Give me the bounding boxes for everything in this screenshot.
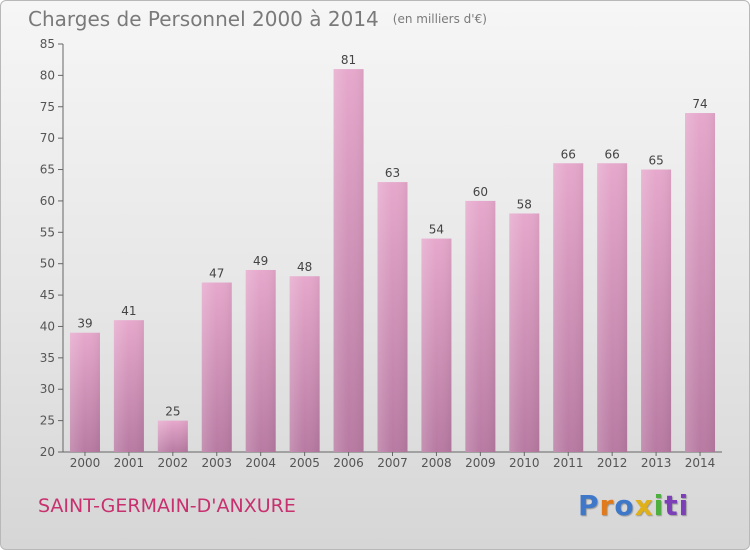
x-tick-label: 2014 [685, 456, 716, 470]
chart-title: Charges de Personnel 2000 à 2014 (en mill… [28, 7, 487, 31]
data-label: 39 [77, 317, 92, 331]
bar-shine [333, 69, 364, 452]
data-label: 60 [473, 185, 488, 199]
data-label: 41 [121, 304, 136, 318]
chart-bars [69, 69, 716, 453]
logo-letter: r [599, 489, 615, 522]
x-tick-label: 2009 [465, 456, 496, 470]
y-tick-label: 30 [40, 382, 55, 396]
logo-letter: i [653, 489, 665, 522]
y-tick-label: 70 [40, 131, 55, 145]
bar-shine [421, 238, 452, 452]
data-label: 48 [297, 260, 312, 274]
y-tick-label: 50 [40, 257, 55, 271]
y-tick-label: 25 [40, 414, 55, 428]
proxiti-logo: Proxiti [578, 489, 689, 522]
y-tick-label: 60 [40, 194, 55, 208]
x-tick-label: 2008 [421, 456, 452, 470]
x-tick-label: 2007 [377, 456, 408, 470]
bar-shine [685, 113, 716, 453]
y-tick-label: 85 [40, 37, 55, 51]
data-label: 58 [517, 197, 532, 211]
x-tick-label: 2005 [289, 456, 320, 470]
data-label: 74 [692, 97, 707, 111]
data-label: 47 [209, 267, 224, 281]
data-label: 65 [648, 154, 663, 168]
logo-letter: ti [664, 489, 690, 522]
x-tick-label: 2013 [641, 456, 672, 470]
data-label: 63 [385, 166, 400, 180]
logo-letter: o [614, 489, 635, 522]
bar-shine [157, 420, 188, 452]
y-tick-label: 80 [40, 68, 55, 82]
bar-shine [69, 332, 100, 452]
bar-shine [201, 282, 232, 452]
x-tick-label: 2002 [158, 456, 189, 470]
bar-shine [377, 182, 408, 453]
y-tick-label: 45 [40, 288, 55, 302]
x-tick-label: 2011 [553, 456, 584, 470]
place-name: SAINT-GERMAIN-D'ANXURE [38, 495, 296, 517]
x-tick-label: 2000 [70, 456, 101, 470]
chart-axes: 20 25 30 35 40 45 50 55 60 65 70 75 80 85 [40, 37, 722, 459]
x-tick-label: 2012 [597, 456, 628, 470]
bar-shine [113, 320, 144, 452]
bar-shine [245, 269, 276, 452]
bar-shine [509, 213, 540, 452]
logo-letter: x [634, 489, 654, 522]
x-tick-label: 2010 [509, 456, 540, 470]
y-tick-label: 35 [40, 351, 55, 365]
bar-shine [641, 169, 672, 453]
data-label: 49 [253, 254, 268, 268]
x-tick-label: 2001 [114, 456, 145, 470]
y-tick-label: 40 [40, 319, 55, 333]
y-tick-label: 55 [40, 225, 55, 239]
y-tick-label: 65 [40, 163, 55, 177]
chart-title-text: Charges de Personnel 2000 à 2014 [28, 7, 379, 31]
data-label: 81 [341, 53, 356, 67]
data-label: 54 [429, 223, 444, 237]
y-tick-label: 20 [40, 445, 55, 459]
bar-shine [289, 276, 320, 452]
bar-shine [465, 200, 496, 452]
data-label: 25 [165, 405, 180, 419]
data-label: 66 [605, 147, 620, 161]
x-tick-label: 2003 [201, 456, 232, 470]
bar-shine [553, 163, 584, 452]
y-tick-label: 75 [40, 100, 55, 114]
logo-letter: P [578, 489, 600, 522]
data-label: 66 [561, 147, 576, 161]
chart-labels: 39 2000 41 2001 25 2002 47 2003 49 2004 48 2005 81 20… [70, 53, 716, 470]
x-tick-label: 2006 [333, 456, 364, 470]
x-tick-label: 2004 [245, 456, 276, 470]
bar-shine [597, 163, 628, 452]
chart-subtitle: (en milliers d'€) [392, 12, 487, 26]
